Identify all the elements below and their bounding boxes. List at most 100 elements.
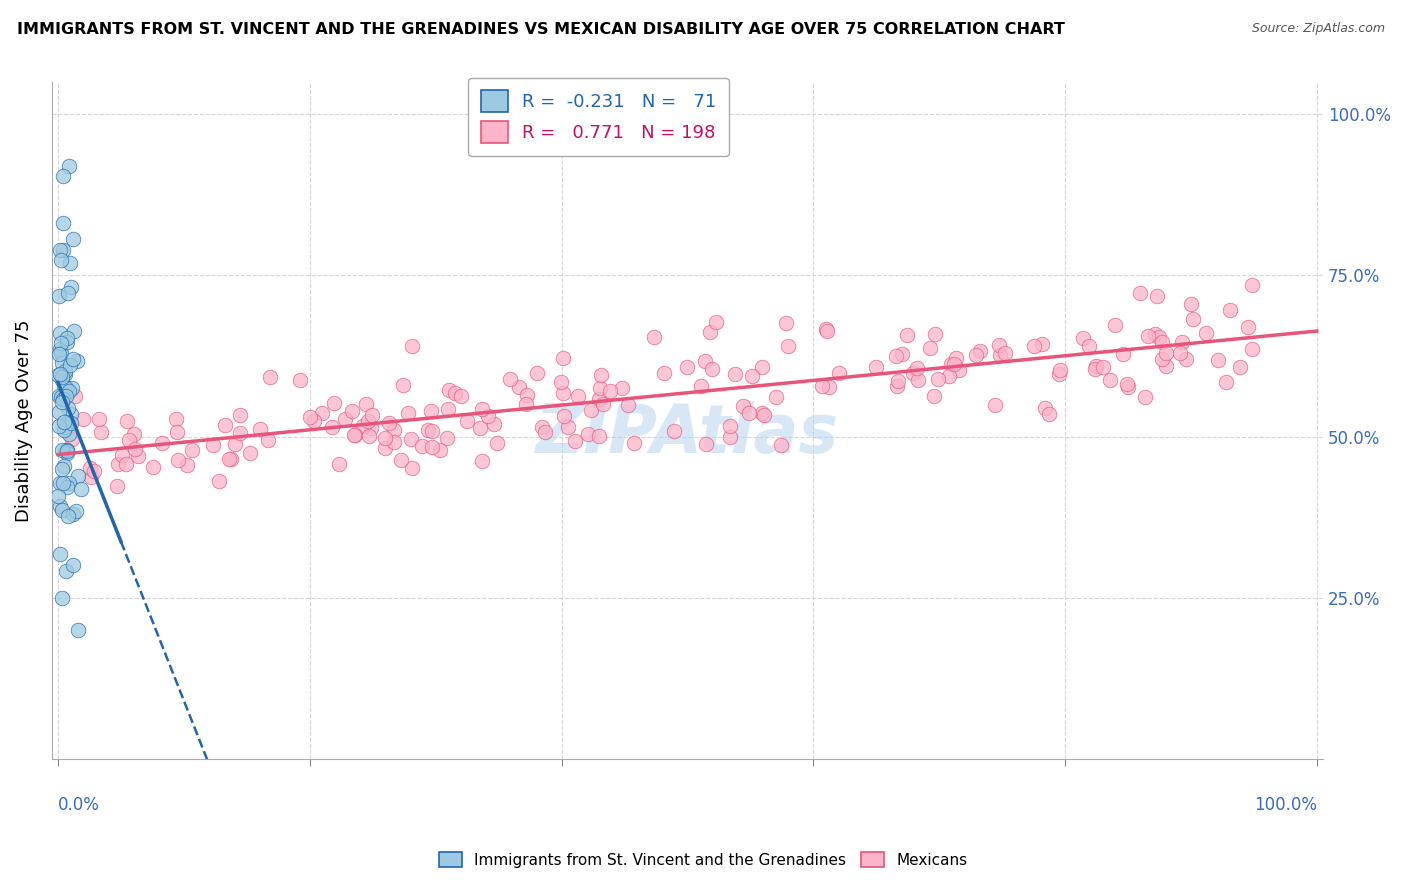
Point <box>1181 311 1204 326</box>
Point <box>60 280 83 294</box>
Point <box>515 397 537 411</box>
Point <box>1170 346 1192 360</box>
Point <box>49 252 72 267</box>
Point <box>56 509 79 524</box>
Point <box>49 391 72 405</box>
Point <box>361 409 384 423</box>
Point <box>48 405 70 419</box>
Point <box>752 408 775 422</box>
Point <box>249 421 271 435</box>
Point <box>48 347 70 361</box>
Point <box>948 363 970 377</box>
Point <box>516 387 538 401</box>
Point <box>550 375 572 389</box>
Point <box>482 417 505 431</box>
Point <box>60 381 83 395</box>
Point <box>1049 362 1071 376</box>
Text: Source: ZipAtlas.com: Source: ZipAtlas.com <box>1251 22 1385 36</box>
Point <box>201 437 224 451</box>
Point <box>288 373 311 387</box>
Point <box>56 286 79 301</box>
Point <box>52 392 75 406</box>
Point <box>718 430 741 444</box>
Point <box>886 379 908 393</box>
Point <box>176 458 198 472</box>
Point <box>567 389 589 403</box>
Point <box>437 383 460 397</box>
Point <box>610 381 633 395</box>
Point <box>90 425 112 440</box>
Point <box>589 368 612 382</box>
Point <box>941 357 963 371</box>
Point <box>965 348 987 362</box>
Point <box>396 406 419 420</box>
Point <box>983 398 1005 412</box>
Point <box>65 389 87 403</box>
Point <box>1084 359 1107 373</box>
Point <box>589 381 612 395</box>
Point <box>907 373 929 387</box>
Point <box>49 244 72 258</box>
Point <box>46 368 69 382</box>
Point <box>564 434 586 448</box>
Point <box>53 380 76 394</box>
Point <box>51 369 73 384</box>
Point <box>124 442 146 456</box>
Point <box>51 442 73 457</box>
Text: IMMIGRANTS FROM ST. VINCENT AND THE GRENADINES VS MEXICAN DISABILITY AGE OVER 75: IMMIGRANTS FROM ST. VINCENT AND THE GREN… <box>17 22 1064 37</box>
Point <box>987 338 1010 352</box>
Point <box>56 444 79 458</box>
Point <box>167 453 190 467</box>
Point <box>105 479 128 493</box>
Point <box>924 326 946 341</box>
Point <box>1129 286 1152 301</box>
Point <box>53 458 76 473</box>
Point <box>576 426 599 441</box>
Point <box>53 420 76 434</box>
Point <box>382 435 405 450</box>
Point <box>411 439 433 453</box>
Point <box>1241 342 1264 356</box>
Point <box>62 508 84 522</box>
Point <box>700 361 723 376</box>
Point <box>814 321 837 335</box>
Point <box>945 351 967 365</box>
Point <box>1147 330 1170 344</box>
Point <box>224 437 246 451</box>
Point <box>1112 347 1135 361</box>
Point <box>471 454 494 468</box>
Point <box>56 480 79 494</box>
Point <box>49 346 72 360</box>
Point <box>1031 337 1053 351</box>
Point <box>695 437 717 451</box>
Point <box>181 442 204 457</box>
Point <box>48 389 70 403</box>
Point <box>993 346 1015 360</box>
Point <box>718 419 741 434</box>
Point <box>1215 375 1237 389</box>
Point <box>456 415 478 429</box>
Point <box>741 368 763 383</box>
Point <box>52 475 75 490</box>
Point <box>922 389 945 403</box>
Point <box>553 351 575 365</box>
Point <box>51 336 73 351</box>
Point <box>765 390 787 404</box>
Point <box>643 329 665 343</box>
Point <box>810 379 832 393</box>
Point <box>920 341 942 355</box>
Point <box>662 424 685 438</box>
Point <box>259 370 281 384</box>
Point <box>53 367 76 381</box>
Point <box>58 476 80 491</box>
Point <box>1135 390 1157 404</box>
Point <box>62 558 84 572</box>
Point <box>66 623 89 637</box>
Point <box>418 423 440 437</box>
Point <box>1116 380 1139 394</box>
Point <box>302 414 325 428</box>
Point <box>865 359 887 374</box>
Point <box>1038 407 1060 421</box>
Point <box>374 441 396 455</box>
Point <box>733 399 755 413</box>
